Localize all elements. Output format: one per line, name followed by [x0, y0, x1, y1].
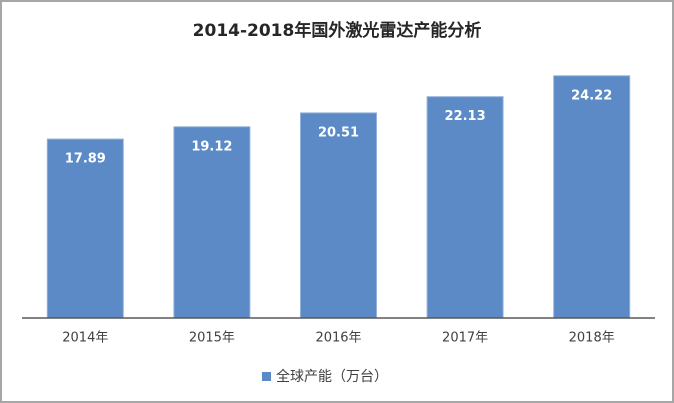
- data-label: 19.12: [191, 139, 232, 154]
- x-tick-label: 2018年: [569, 331, 615, 346]
- bar: [426, 96, 504, 319]
- bar: [553, 75, 631, 319]
- bar: [300, 112, 377, 319]
- legend-swatch: [262, 372, 271, 381]
- data-label: 20.51: [318, 125, 359, 140]
- legend-label: 全球产能（万台）: [276, 368, 388, 385]
- x-tick-label: 2014年: [62, 331, 108, 346]
- bar: [173, 126, 251, 319]
- chart-title: 2014-2018年国外激光雷达产能分析: [193, 20, 482, 41]
- data-label: 24.22: [571, 88, 612, 103]
- data-label: 22.13: [445, 109, 486, 124]
- x-tick-label: 2015年: [189, 331, 235, 346]
- x-tick-label: 2016年: [315, 331, 361, 346]
- data-label: 17.89: [65, 152, 106, 167]
- x-tick-label: 2017年: [442, 331, 488, 346]
- bar: [46, 138, 124, 319]
